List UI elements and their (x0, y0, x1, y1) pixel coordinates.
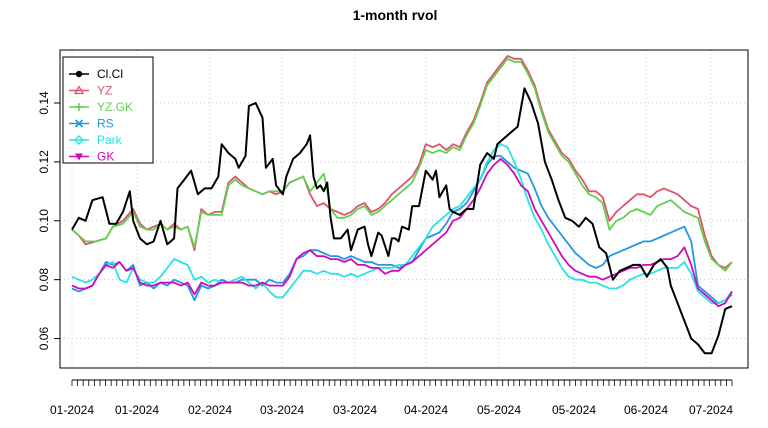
x-tick-label: 06-2024 (624, 403, 668, 417)
y-axis: 0.06 0.08 0.10 0.12 0.14 (37, 91, 61, 351)
legend-marker-circle (75, 70, 83, 78)
legend-marker-triangle (73, 85, 85, 95)
x-tick-label: 01-2024 (50, 403, 94, 417)
x-tick-label: 01-2024 (115, 403, 159, 417)
x-tick-label: 05-2024 (477, 403, 521, 417)
series-line-cl-cl (71, 87, 733, 355)
plot-border (59, 49, 749, 369)
legend-label-rs: RS (97, 117, 114, 131)
legend-marker-plus (75, 103, 83, 111)
legend: Cl.Cl YZ YZ.GK RS Park GK (62, 56, 154, 164)
legend-box (62, 56, 154, 164)
x-tick-label: 07-2024 (689, 403, 733, 417)
series-line-park (71, 143, 733, 305)
legend-label-gk: GK (97, 150, 114, 164)
legend-marker-cross (74, 119, 84, 128)
x-tick-label: 03-2024 (333, 403, 377, 417)
y-tick-label: 0.08 (37, 268, 51, 292)
series-line-rs (71, 155, 733, 305)
legend-marker-diamond (74, 135, 84, 145)
x-tick-label: 05-2024 (552, 403, 596, 417)
series-lines (71, 55, 733, 355)
legend-label-park: Park (97, 133, 123, 147)
y-tick-label: 0.14 (37, 91, 51, 115)
x-tick-label: 03-2024 (260, 403, 304, 417)
chart-title: 1-month rvol (353, 7, 438, 23)
legend-label-cl-cl: Cl.Cl (97, 67, 123, 81)
x-tick-label: 04-2024 (404, 403, 448, 417)
y-tick-label: 0.06 (37, 327, 51, 351)
legend-label-yz: YZ (97, 84, 112, 98)
series-line-yz-gk (71, 57, 733, 272)
grid-lines (60, 50, 748, 368)
legend-marker-triangle-down (75, 153, 83, 161)
y-tick-label: 0.10 (37, 209, 51, 233)
y-tick-label: 0.12 (37, 150, 51, 174)
x-axis: 01-2024 01-2024 02-2024 03-2024 03-2024 04-20… (50, 379, 733, 417)
series-line-gk (71, 157, 733, 308)
x-tick-label: 02-2024 (188, 403, 232, 417)
legend-label-yz-gk: YZ.GK (97, 100, 133, 114)
